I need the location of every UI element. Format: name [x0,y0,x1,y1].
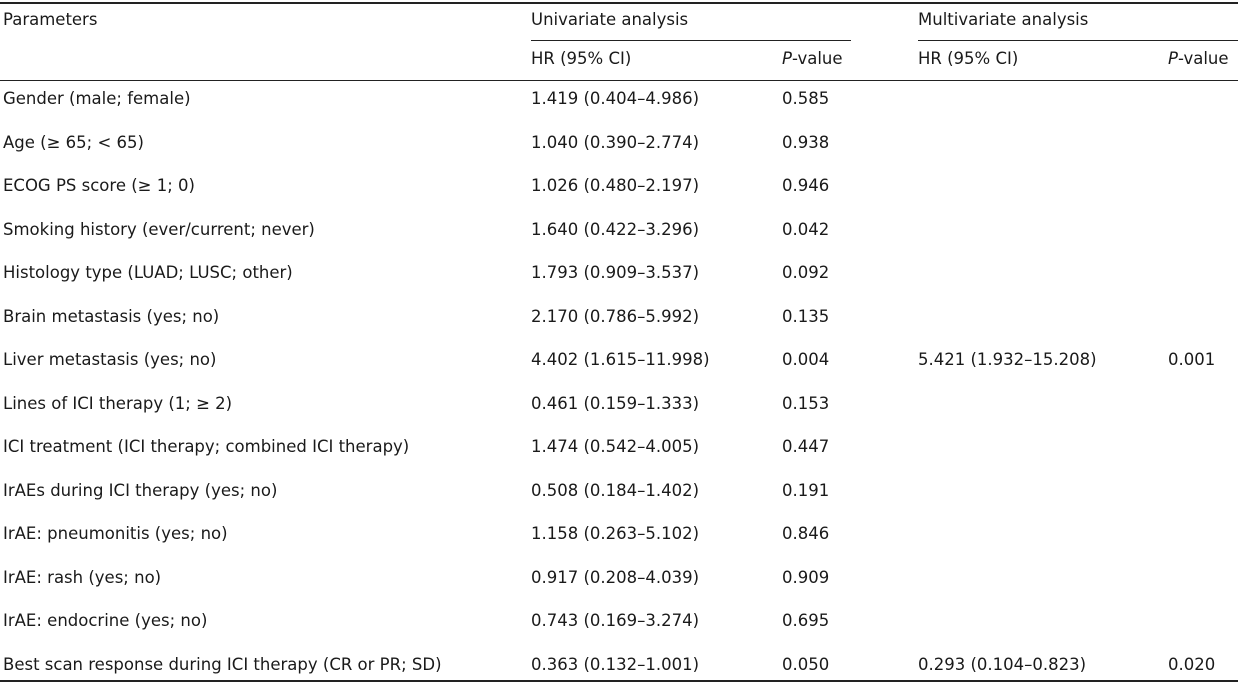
univariate-p-cell: 0.135 [782,307,830,326]
parameter-cell: IrAE: endocrine (yes; no) [3,611,208,630]
parameter-cell: Age (≥ 65; < 65) [3,133,144,152]
parameter-cell: IrAE: pneumonitis (yes; no) [3,524,228,543]
univariate-p-cell: 0.191 [782,481,830,500]
multivariate-hr-cell: 5.421 (1.932–15.208) [918,350,1097,369]
parameter-cell: Smoking history (ever/current; never) [3,220,315,239]
multivariate-group-rule [918,40,1238,41]
parameter-cell: IrAEs during ICI therapy (yes; no) [3,481,278,500]
parameter-cell: Lines of ICI therapy (1; ≥ 2) [3,394,233,413]
parameter-cell: IrAE: rash (yes; no) [3,568,162,587]
p-italic: P [1168,49,1178,68]
parameter-cell: Histology type (LUAD; LUSC; other) [3,263,293,282]
univariate-p-cell: 0.946 [782,176,830,195]
univariate-hr-cell: 2.170 (0.786–5.992) [531,307,700,326]
multivariate-header: Multivariate analysis [918,10,1089,29]
univariate-p-cell: 0.042 [782,220,830,239]
univariate-header: Univariate analysis [531,10,689,29]
univariate-p-header: P-value [782,49,843,69]
parameter-cell: ICI treatment (ICI therapy; combined ICI… [3,437,410,456]
parameter-cell: Brain metastasis (yes; no) [3,307,220,326]
univariate-hr-cell: 1.640 (0.422–3.296) [531,220,700,239]
univariate-p-cell: 0.695 [782,611,830,630]
multivariate-p-header: P-value [1168,49,1229,69]
parameters-header: Parameters [3,10,98,29]
univariate-hr-cell: 0.917 (0.208–4.039) [531,568,700,587]
parameter-cell: Liver metastasis (yes; no) [3,350,217,369]
univariate-hr-cell: 1.419 (0.404–4.986) [531,89,700,108]
bottom-rule [0,680,1238,682]
top-rule [0,2,1238,4]
parameter-cell: Gender (male; female) [3,89,191,108]
univariate-hr-cell: 4.402 (1.615–11.998) [531,350,710,369]
multivariate-p-cell: 0.020 [1168,655,1216,674]
univariate-hr-cell: 0.508 (0.184–1.402) [531,481,700,500]
header-bottom-rule [0,80,1238,81]
p-suffix: -value [1177,49,1229,68]
univariate-p-cell: 0.092 [782,263,830,282]
univariate-p-cell: 0.447 [782,437,830,456]
univariate-p-cell: 0.846 [782,524,830,543]
multivariate-p-cell: 0.001 [1168,350,1216,369]
univariate-hr-cell: 0.743 (0.169–3.274) [531,611,700,630]
univariate-hr-cell: 1.474 (0.542–4.005) [531,437,700,456]
univariate-hr-cell: 1.793 (0.909–3.537) [531,263,700,282]
parameter-cell: ECOG PS score (≥ 1; 0) [3,176,195,195]
univariate-hr-cell: 0.363 (0.132–1.001) [531,655,700,674]
univariate-hr-cell: 1.040 (0.390–2.774) [531,133,700,152]
univariate-hr-header: HR (95% CI) [531,49,632,68]
p-suffix: -value [791,49,843,68]
parameter-cell: Best scan response during ICI therapy (C… [3,655,442,674]
univariate-p-cell: 0.153 [782,394,830,413]
univariate-p-cell: 0.004 [782,350,830,369]
univariate-p-cell: 0.909 [782,568,830,587]
univariate-group-rule [531,40,851,41]
univariate-hr-cell: 0.461 (0.159–1.333) [531,394,700,413]
univariate-p-cell: 0.585 [782,89,830,108]
univariate-p-cell: 0.050 [782,655,830,674]
univariate-hr-cell: 1.026 (0.480–2.197) [531,176,700,195]
multivariate-hr-header: HR (95% CI) [918,49,1019,68]
multivariate-hr-cell: 0.293 (0.104–0.823) [918,655,1087,674]
univariate-hr-cell: 1.158 (0.263–5.102) [531,524,700,543]
p-italic: P [782,49,792,68]
univariate-p-cell: 0.938 [782,133,830,152]
